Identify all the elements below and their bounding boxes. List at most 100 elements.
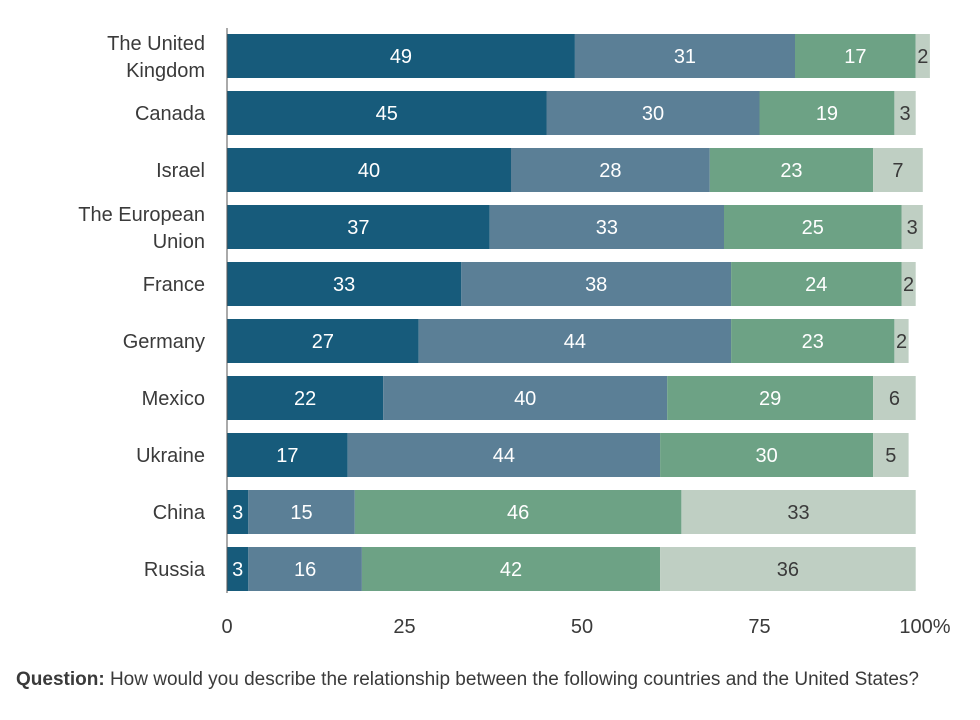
data-label: 24: [805, 274, 827, 296]
data-label: 42: [500, 559, 522, 581]
data-label: 23: [802, 331, 824, 353]
category-label: Ukraine: [136, 445, 205, 467]
bar-segment: [731, 319, 895, 363]
bar-segment: [227, 34, 575, 78]
bar-segment: [660, 433, 874, 477]
question-label: Question:: [16, 669, 105, 690]
data-label: 16: [294, 559, 316, 581]
data-label: 38: [585, 274, 607, 296]
data-label: 3: [232, 559, 243, 581]
bar-segment: [709, 148, 874, 192]
data-label: 3: [899, 103, 910, 125]
x-tick-label: 50: [571, 616, 593, 638]
data-label: 36: [777, 559, 799, 581]
bar-segment: [347, 433, 661, 477]
category-label: The European Union: [78, 204, 205, 253]
bar-segment: [248, 490, 355, 534]
data-label: 45: [376, 103, 398, 125]
data-label: 46: [507, 502, 529, 524]
category-label: The United Kingdom: [107, 33, 205, 82]
data-label: 37: [347, 217, 369, 239]
data-label: 7: [892, 160, 903, 182]
data-label: 49: [390, 46, 412, 68]
bar-segment: [227, 205, 490, 249]
bar-segment: [227, 319, 419, 363]
data-label: 30: [642, 103, 664, 125]
x-tick-label: 0: [221, 616, 232, 638]
bar-segment: [795, 34, 916, 78]
data-label: 3: [907, 217, 918, 239]
category-label: Israel: [156, 160, 205, 182]
bar-segment: [489, 205, 724, 249]
bar-segment: [461, 262, 732, 306]
stacked-bar-chart: The United Kingdom 49 31 17 2 Canada 45 30 19 3 Isr…: [78, 28, 951, 638]
data-label: 33: [596, 217, 618, 239]
data-label: 19: [816, 103, 838, 125]
bar-segment: [901, 262, 916, 306]
bar-segment: [511, 148, 710, 192]
bar-segment: [724, 205, 902, 249]
bar-segment: [759, 91, 895, 135]
x-tick-label: 100%: [899, 616, 950, 638]
data-label: 27: [312, 331, 334, 353]
bar-segment: [681, 490, 916, 534]
data-label: 31: [674, 46, 696, 68]
bar-segment: [873, 376, 916, 420]
bar-segment: [901, 205, 923, 249]
data-label: 2: [896, 331, 907, 353]
bar-segment: [227, 376, 384, 420]
bar-segment: [546, 91, 760, 135]
category-label: Germany: [123, 331, 205, 353]
category-label: Mexico: [142, 388, 205, 410]
question-caption: Question: How would you describe the rel…: [16, 667, 956, 693]
data-label: 17: [844, 46, 866, 68]
data-label: 33: [787, 502, 809, 524]
bar-segment: [574, 34, 795, 78]
data-label: 40: [514, 388, 536, 410]
bar-segment: [227, 433, 348, 477]
data-label: 5: [885, 445, 896, 467]
bar-segment: [873, 433, 909, 477]
category-label: Russia: [144, 559, 206, 581]
data-label: 6: [889, 388, 900, 410]
x-tick-label: 25: [393, 616, 415, 638]
data-label: 22: [294, 388, 316, 410]
data-label: 3: [232, 502, 243, 524]
bar-segment: [660, 547, 916, 591]
bar-segment: [667, 376, 874, 420]
data-label: 28: [599, 160, 621, 182]
data-label: 2: [903, 274, 914, 296]
data-label: 17: [276, 445, 298, 467]
x-tick-label: 75: [748, 616, 770, 638]
bar-segment: [383, 376, 668, 420]
question-text: How would you describe the relationship …: [109, 669, 920, 690]
data-label: 29: [759, 388, 781, 410]
bar-segment: [248, 547, 362, 591]
data-label: 15: [290, 502, 312, 524]
bar-segment: [894, 319, 909, 363]
bar-segment: [361, 547, 661, 591]
bar-segment: [418, 319, 732, 363]
data-label: 25: [802, 217, 824, 239]
bar-segment: [873, 148, 923, 192]
data-label: 30: [755, 445, 777, 467]
data-label: 44: [493, 445, 515, 467]
bar-segment: [227, 148, 511, 192]
bar-segment: [227, 262, 462, 306]
bar-segment: [731, 262, 902, 306]
bar-segment: [227, 490, 249, 534]
data-label: 40: [358, 160, 380, 182]
bar-segment: [894, 91, 916, 135]
bar-segment: [915, 34, 930, 78]
category-label: France: [143, 274, 205, 296]
data-label: 33: [333, 274, 355, 296]
data-label: 44: [564, 331, 586, 353]
bar-segment: [354, 490, 682, 534]
category-label: Canada: [135, 103, 206, 125]
bar-segment: [227, 91, 547, 135]
data-label: 23: [780, 160, 802, 182]
data-label: 2: [917, 46, 928, 68]
bar-segment: [227, 547, 249, 591]
category-label: China: [153, 502, 206, 524]
